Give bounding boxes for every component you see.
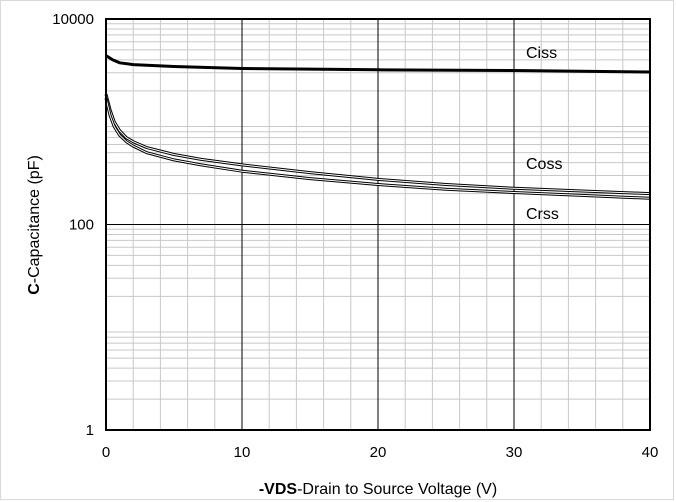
series-ciss (105, 54, 651, 74)
series-coss (104, 93, 651, 196)
series-label-ciss: Ciss (526, 45, 557, 62)
x-tick-label: 20 (370, 444, 387, 461)
series-line-inner (105, 94, 651, 195)
y-tick-label: 1 (86, 422, 94, 439)
series-labels: Ciss Coss Crss (526, 45, 562, 223)
plot-area-border (105, 18, 651, 431)
x-tick-label: 40 (642, 444, 659, 461)
x-tick-label: 10 (234, 444, 251, 461)
series-label-crss: Crss (526, 206, 559, 223)
series-line-outer (105, 54, 651, 74)
x-tick-label: 30 (506, 444, 523, 461)
series-label-coss: Coss (526, 156, 562, 173)
series-crss (104, 97, 651, 200)
y-tick-label: 100 (69, 217, 94, 234)
y-tick-label: 10000 (52, 11, 94, 28)
y-axis-title: C-Capacitance (pF) (26, 155, 43, 295)
series-line-inner (105, 97, 651, 199)
y-tick-labels: 1 100 10000 (52, 11, 94, 439)
x-tick-label: 0 (102, 444, 110, 461)
series-layer (104, 54, 651, 200)
grid-lines (105, 18, 651, 431)
x-tick-labels: 0 10 20 30 40 (102, 444, 659, 461)
x-axis-title: -VDS-Drain to Source Voltage (V) (259, 481, 497, 498)
